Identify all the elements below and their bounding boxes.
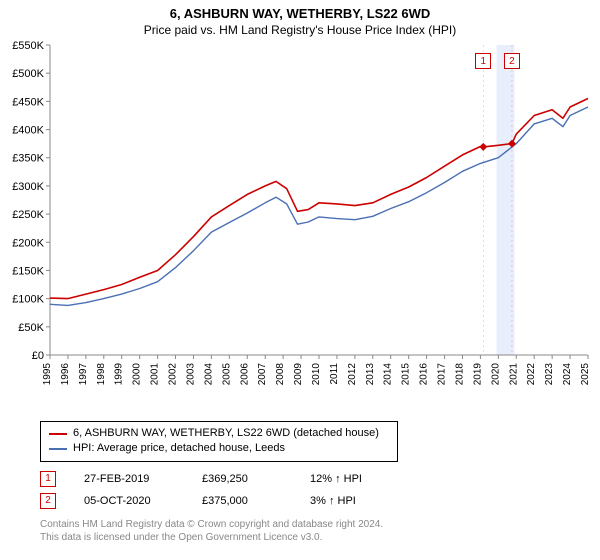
svg-text:2008: 2008 bbox=[275, 363, 286, 386]
svg-text:1998: 1998 bbox=[96, 363, 107, 386]
chart-titles: 6, ASHBURN WAY, WETHERBY, LS22 6WD Price… bbox=[0, 0, 600, 37]
sales-table: 1 27-FEB-2019 £369,250 12% ↑ HPI 2 05-OC… bbox=[40, 468, 588, 512]
svg-text:2017: 2017 bbox=[437, 363, 448, 386]
svg-text:£250K: £250K bbox=[12, 209, 44, 221]
sale-delta: 12% ↑ HPI bbox=[310, 473, 362, 485]
sale-row: 1 27-FEB-2019 £369,250 12% ↑ HPI bbox=[40, 468, 588, 490]
sale-date: 05-OCT-2020 bbox=[84, 495, 174, 507]
svg-text:2016: 2016 bbox=[419, 363, 430, 386]
svg-text:2012: 2012 bbox=[347, 363, 358, 386]
svg-text:£50K: £50K bbox=[18, 322, 44, 334]
legend-swatch bbox=[49, 433, 67, 435]
sale-delta: 3% ↑ HPI bbox=[310, 495, 356, 507]
svg-text:£350K: £350K bbox=[12, 153, 44, 165]
svg-text:2007: 2007 bbox=[257, 363, 268, 386]
svg-text:£300K: £300K bbox=[12, 181, 44, 193]
legend-item: HPI: Average price, detached house, Leed… bbox=[49, 441, 389, 456]
footer-line: This data is licensed under the Open Gov… bbox=[40, 531, 588, 544]
svg-text:1997: 1997 bbox=[78, 363, 89, 386]
svg-text:2009: 2009 bbox=[293, 363, 304, 386]
svg-text:2002: 2002 bbox=[168, 363, 179, 386]
svg-text:2018: 2018 bbox=[454, 363, 465, 386]
sale-badge-on-chart: 2 bbox=[504, 53, 520, 69]
chart-area: £0 £50K £100K £150K £200K £250K £300K £350K £400… bbox=[0, 37, 600, 417]
svg-text:2000: 2000 bbox=[132, 363, 143, 386]
svg-text:2023: 2023 bbox=[544, 363, 555, 386]
svg-text:2001: 2001 bbox=[150, 363, 161, 386]
svg-text:2006: 2006 bbox=[239, 363, 250, 386]
svg-text:£100K: £100K bbox=[12, 294, 44, 306]
svg-text:£450K: £450K bbox=[12, 96, 44, 108]
sale-badge: 2 bbox=[40, 493, 56, 509]
svg-text:2022: 2022 bbox=[526, 363, 537, 386]
legend-label: HPI: Average price, detached house, Leed… bbox=[73, 441, 285, 456]
sale-badge: 1 bbox=[40, 471, 56, 487]
footer-attribution: Contains HM Land Registry data © Crown c… bbox=[40, 518, 588, 544]
legend-item: 6, ASHBURN WAY, WETHERBY, LS22 6WD (deta… bbox=[49, 426, 389, 441]
svg-text:£0: £0 bbox=[32, 350, 44, 362]
legend-swatch bbox=[49, 448, 67, 450]
svg-text:2025: 2025 bbox=[580, 363, 591, 386]
svg-text:£500K: £500K bbox=[12, 68, 44, 80]
sale-badge-on-chart: 1 bbox=[475, 53, 491, 69]
sale-price: £375,000 bbox=[202, 495, 282, 507]
sale-price: £369,250 bbox=[202, 473, 282, 485]
footer-line: Contains HM Land Registry data © Crown c… bbox=[40, 518, 588, 531]
svg-text:£400K: £400K bbox=[12, 125, 44, 137]
svg-text:2020: 2020 bbox=[490, 363, 501, 386]
svg-text:1999: 1999 bbox=[114, 363, 125, 386]
svg-text:1995: 1995 bbox=[42, 363, 53, 386]
sale-row: 2 05-OCT-2020 £375,000 3% ↑ HPI bbox=[40, 490, 588, 512]
title-subtitle: Price paid vs. HM Land Registry's House … bbox=[0, 23, 600, 37]
svg-text:£200K: £200K bbox=[12, 237, 44, 249]
sale-date: 27-FEB-2019 bbox=[84, 473, 174, 485]
svg-text:2019: 2019 bbox=[472, 363, 483, 386]
legend: 6, ASHBURN WAY, WETHERBY, LS22 6WD (deta… bbox=[40, 421, 398, 462]
title-address: 6, ASHBURN WAY, WETHERBY, LS22 6WD bbox=[0, 6, 600, 21]
svg-text:2010: 2010 bbox=[311, 363, 322, 386]
svg-text:2021: 2021 bbox=[508, 363, 519, 386]
svg-text:2004: 2004 bbox=[203, 363, 214, 386]
svg-text:£150K: £150K bbox=[12, 265, 44, 277]
svg-text:2015: 2015 bbox=[401, 363, 412, 386]
svg-text:£550K: £550K bbox=[12, 40, 44, 52]
price-chart-svg: £0 £50K £100K £150K £200K £250K £300K £350K £400… bbox=[0, 37, 600, 417]
svg-text:2024: 2024 bbox=[562, 363, 573, 386]
svg-text:2005: 2005 bbox=[221, 363, 232, 386]
svg-text:2003: 2003 bbox=[185, 363, 196, 386]
svg-text:2013: 2013 bbox=[365, 363, 376, 386]
svg-text:2011: 2011 bbox=[329, 363, 340, 385]
svg-text:1996: 1996 bbox=[60, 363, 71, 386]
svg-text:2014: 2014 bbox=[383, 363, 394, 386]
legend-label: 6, ASHBURN WAY, WETHERBY, LS22 6WD (deta… bbox=[73, 426, 379, 441]
